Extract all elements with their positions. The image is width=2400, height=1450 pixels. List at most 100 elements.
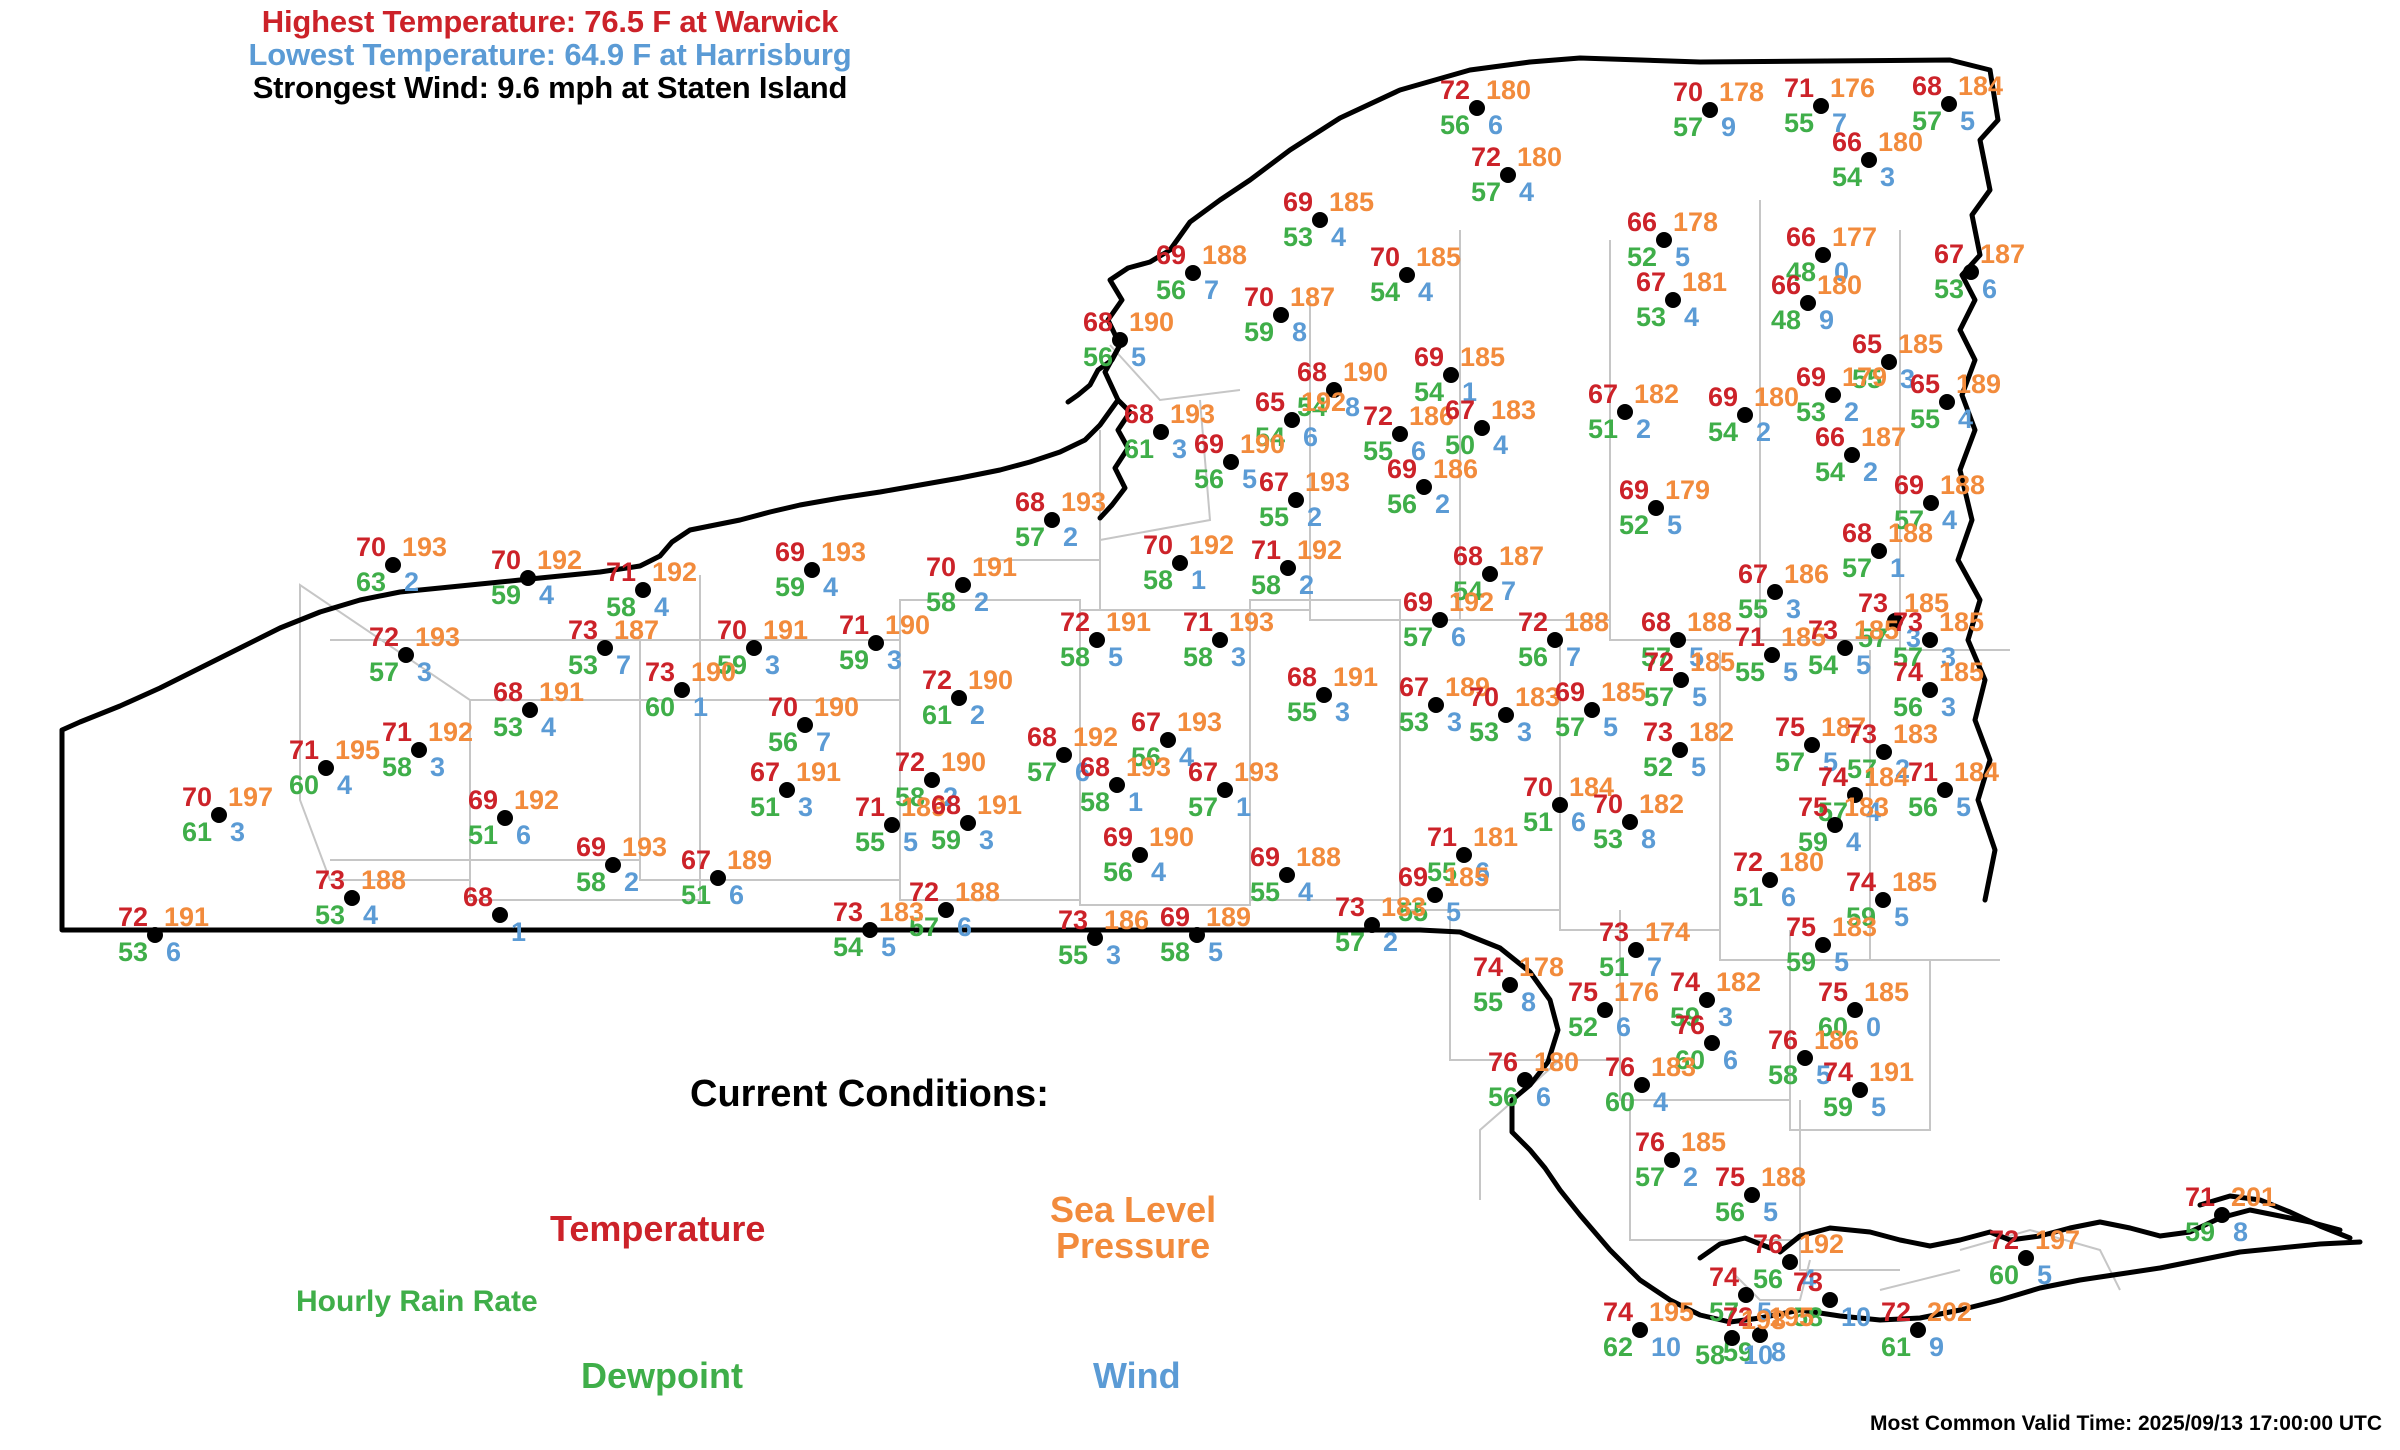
station-wind-value: 1 bbox=[1191, 565, 1207, 595]
station-dot-icon bbox=[1469, 100, 1485, 116]
station-dewpoint-value: 56 bbox=[1386, 489, 1417, 519]
station-dewpoint-value: 60 bbox=[1604, 1087, 1635, 1117]
station-dewpoint-value: 59 bbox=[2184, 1217, 2215, 1247]
station-wind-value: 10 bbox=[1841, 1302, 1872, 1332]
station-temperature-value: 73 bbox=[314, 865, 345, 895]
station-dot-icon bbox=[1875, 892, 1891, 908]
station-dewpoint-value: 53 bbox=[1468, 717, 1499, 747]
station-temperature-value: 73 bbox=[1846, 719, 1877, 749]
station-wind-value: 5 bbox=[1603, 712, 1619, 742]
station-dewpoint-value: 57 bbox=[1911, 106, 1942, 136]
station-dewpoint-value: 63 bbox=[355, 567, 386, 597]
station-pressure-value: 182 bbox=[1716, 967, 1762, 997]
station-wind-value: 2 bbox=[1307, 502, 1323, 532]
station-dewpoint-value: 59 bbox=[1243, 317, 1274, 347]
station-dot-icon bbox=[1664, 1152, 1680, 1168]
station-dot-icon bbox=[1622, 814, 1638, 830]
station-temperature-value: 71 bbox=[288, 735, 319, 765]
station-wind-value: 1 bbox=[1890, 553, 1906, 583]
station-dot-icon bbox=[1189, 927, 1205, 943]
station-wind-value: 4 bbox=[823, 572, 839, 602]
station-dewpoint-value: 53 bbox=[1398, 707, 1429, 737]
highest-temperature-text: Highest Temperature: 76.5 F at Warwick bbox=[261, 4, 839, 39]
station-pressure-value: 180 bbox=[1486, 75, 1532, 105]
station-wind-value: 6 bbox=[1781, 882, 1797, 912]
station-dewpoint-value: 57 bbox=[1892, 642, 1923, 672]
station-temperature-value: 72 bbox=[1880, 1297, 1911, 1327]
legend-temperature: Temperature bbox=[550, 1208, 766, 1249]
station-dot-icon bbox=[1762, 872, 1778, 888]
legend-dewpoint: Dewpoint bbox=[581, 1355, 743, 1396]
station-temperature-value: 65 bbox=[1909, 369, 1940, 399]
station-wind-value: 3 bbox=[1900, 364, 1916, 394]
station-dot-icon bbox=[1837, 640, 1853, 656]
station-dot-icon bbox=[1744, 1187, 1760, 1203]
station-pressure-value: 188 bbox=[361, 865, 407, 895]
station-wind-value: 7 bbox=[1501, 576, 1517, 606]
station-dot-icon bbox=[597, 640, 613, 656]
station-temperature-value: 69 bbox=[1402, 587, 1433, 617]
station-pressure-value: 187 bbox=[1980, 239, 2026, 269]
legend-sea-level-pressure: Sea Level Pressure bbox=[1050, 1192, 1216, 1264]
station-wind-value: 5 bbox=[1667, 510, 1683, 540]
station-dot-icon bbox=[1284, 412, 1300, 428]
station-dewpoint-value: 54 bbox=[832, 932, 863, 962]
station-temperature-value: 67 bbox=[1444, 395, 1475, 425]
station-temperature-value: 73 bbox=[1792, 1267, 1823, 1297]
station-wind-value: 2 bbox=[624, 867, 640, 897]
station-wind-value: 7 bbox=[1566, 642, 1582, 672]
station-wind-value: 2 bbox=[1895, 754, 1911, 784]
station-temperature-value: 71 bbox=[1182, 607, 1213, 637]
station-dewpoint-value: 50 bbox=[1444, 430, 1475, 460]
station-dewpoint-value: 51 bbox=[1732, 882, 1763, 912]
station-dewpoint-value: 59 bbox=[716, 650, 747, 680]
station-dewpoint-value: 56 bbox=[767, 727, 798, 757]
station-dot-icon bbox=[411, 742, 427, 758]
station-temperature-value: 67 bbox=[1587, 379, 1618, 409]
station-dot-icon bbox=[1881, 354, 1897, 370]
station-wind-value: 6 bbox=[166, 937, 182, 967]
station-dewpoint-value: 58 bbox=[1694, 1340, 1725, 1370]
station-dot-icon bbox=[1056, 747, 1072, 763]
station-pressure-value: 193 bbox=[1126, 752, 1172, 782]
station-dewpoint-value: 57 bbox=[1643, 682, 1674, 712]
station-wind-value: 7 bbox=[616, 650, 632, 680]
station-dewpoint-value: 57 bbox=[1014, 522, 1045, 552]
station-dot-icon bbox=[1815, 247, 1831, 263]
station-dewpoint-value: 55 bbox=[1249, 877, 1280, 907]
station-dewpoint-value: 55 bbox=[854, 827, 885, 857]
station-wind-value: 5 bbox=[1757, 1297, 1773, 1327]
station-dot-icon bbox=[1738, 1287, 1754, 1303]
station-pressure-value: 193 bbox=[622, 832, 668, 862]
station-temperature-value: 74 bbox=[1602, 1297, 1633, 1327]
station-dewpoint-value: 60 bbox=[1674, 1045, 1705, 1075]
valid-time-label: Most Common Valid Time: 2025/09/13 17:00… bbox=[1870, 1412, 2382, 1435]
station-pressure-value: 185 bbox=[1416, 242, 1462, 272]
station-dewpoint-value: 52 bbox=[1618, 510, 1649, 540]
station-pressure-value: 198 bbox=[1741, 1305, 1787, 1335]
station-dot-icon bbox=[1699, 992, 1715, 1008]
station-dot-icon bbox=[1847, 1002, 1863, 1018]
station-pressure-value: 188 bbox=[1761, 1162, 1807, 1192]
station-dewpoint-value: 55 bbox=[1851, 364, 1882, 394]
station-dot-icon bbox=[1887, 613, 1903, 629]
station-dewpoint-value: 57 bbox=[1187, 792, 1218, 822]
station-dot-icon bbox=[1672, 742, 1688, 758]
station-dot-icon bbox=[1217, 782, 1233, 798]
station-pressure-value: 186 bbox=[1409, 401, 1455, 431]
station-wind-value: 9 bbox=[1721, 112, 1737, 142]
station-pressure-value: 176 bbox=[1614, 977, 1660, 1007]
station-dot-icon bbox=[884, 817, 900, 833]
station-wind-value: 8 bbox=[2233, 1217, 2249, 1247]
station-temperature-value: 74 bbox=[1669, 967, 1700, 997]
station-temperature-value: 68 bbox=[1082, 307, 1113, 337]
station-dewpoint-value: 53 bbox=[1592, 824, 1623, 854]
station-wind-value: 2 bbox=[1756, 417, 1772, 447]
station-temperature-value: 70 bbox=[925, 552, 956, 582]
station-dot-icon bbox=[1456, 847, 1472, 863]
station-dot-icon bbox=[951, 690, 967, 706]
station-dot-icon bbox=[1844, 447, 1860, 463]
station-dewpoint-value: 56 bbox=[1907, 792, 1938, 822]
station-wind-value: 5 bbox=[1108, 642, 1124, 672]
station-pressure-value: 190 bbox=[885, 610, 931, 640]
